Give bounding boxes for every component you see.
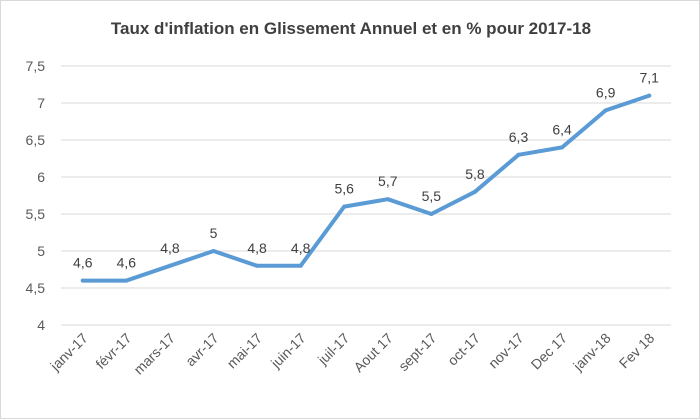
- x-tick-label: janv-18: [569, 330, 614, 375]
- data-point: [472, 189, 477, 194]
- data-point: [342, 204, 347, 209]
- data-label: 5,6: [334, 181, 354, 197]
- data-label: 4,8: [160, 240, 180, 256]
- y-tick-label: 5: [37, 243, 45, 259]
- data-label: 5,7: [378, 173, 398, 189]
- data-point: [80, 278, 85, 283]
- y-tick-label: 4: [37, 317, 45, 333]
- data-point: [167, 263, 172, 268]
- data-point: [298, 263, 303, 268]
- data-label: 4,6: [73, 255, 93, 271]
- x-tick-label: oct-17: [444, 330, 483, 369]
- data-label: 6,9: [596, 84, 616, 100]
- y-tick-label: 7,5: [26, 58, 46, 74]
- chart-title: Taux d'inflation en Glissement Annuel et…: [110, 19, 592, 38]
- y-tick-label: 4,5: [26, 280, 46, 296]
- x-tick-label: juin-17: [267, 330, 309, 372]
- data-label: 6,4: [552, 121, 572, 137]
- data-label: 5,5: [422, 188, 442, 204]
- x-tick-label: sept-17: [395, 330, 439, 374]
- data-label: 6,3: [509, 129, 529, 145]
- data-point: [124, 278, 129, 283]
- x-tick-label: Fev 18: [616, 330, 658, 372]
- data-label: 4,8: [247, 240, 267, 256]
- data-point: [516, 152, 521, 157]
- x-tick-label: nov-17: [485, 330, 527, 372]
- data-point: [211, 249, 216, 253]
- data-label: 4,8: [291, 240, 311, 256]
- data-point: [255, 263, 260, 268]
- data-point: [647, 93, 652, 98]
- x-tick-label: juil-17: [314, 330, 353, 369]
- x-tick-label: Dec 17: [528, 330, 571, 373]
- data-label: 4,6: [117, 255, 137, 271]
- y-tick-label: 6,5: [26, 132, 46, 148]
- data-label: 5,8: [465, 166, 485, 182]
- x-tick-label: avr-17: [182, 330, 222, 370]
- data-point: [603, 108, 608, 113]
- x-tick-label: mars-17: [130, 330, 178, 378]
- x-tick-label: Aout 17: [350, 330, 396, 376]
- y-tick-label: 7: [37, 95, 45, 111]
- data-point: [429, 212, 434, 216]
- x-tick-label: janv-17: [46, 330, 91, 375]
- x-tick-label: mai-17: [224, 330, 266, 372]
- series-line: [80, 93, 652, 283]
- data-label: 7,1: [639, 70, 659, 86]
- y-tick-label: 5,5: [26, 206, 46, 222]
- x-tick-label: févr-17: [92, 330, 134, 372]
- y-tick-label: 6: [37, 169, 45, 185]
- data-label: 5: [210, 225, 218, 241]
- data-point: [560, 145, 565, 150]
- data-point: [385, 197, 390, 202]
